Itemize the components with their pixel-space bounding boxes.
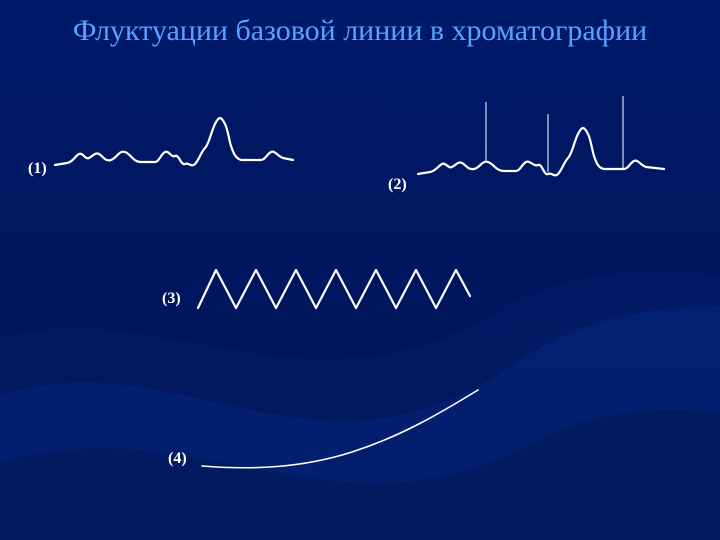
slide-title: Флуктуации базовой линии в хроматографии xyxy=(0,14,720,49)
panel-3-label: (3) xyxy=(162,290,181,308)
panel-4-label: (4) xyxy=(168,450,187,468)
panel-3-trace xyxy=(198,262,478,322)
panel-1-trace xyxy=(55,110,295,190)
panel-2-trace xyxy=(418,96,678,196)
panel-4-trace xyxy=(202,388,502,478)
panel-2-label: (2) xyxy=(388,176,407,194)
panel-1-label: (1) xyxy=(28,160,47,178)
